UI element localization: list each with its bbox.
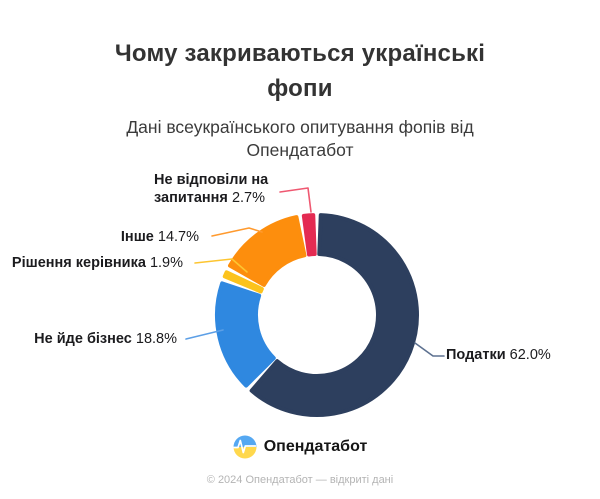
opendatabot-logo-icon (233, 435, 257, 459)
slice-label-name: Рішення керівника (11, 255, 146, 271)
donut-segment-podatky[interactable] (249, 213, 419, 417)
slice-label-value: 14.7% (157, 229, 199, 245)
page-subtitle-line-2: Опендатабот (246, 139, 354, 160)
logo-link[interactable]: Опендатабот (0, 433, 600, 461)
slice-label-ne-yde-biznes: Не йде бізнес 18.8% (34, 331, 177, 349)
donut-segment-ne-yde-biznes[interactable] (215, 281, 276, 388)
slice-label-name: запитання (154, 189, 228, 206)
leader-line-inshe (211, 227, 263, 237)
slice-label-value: 18.8% (135, 331, 177, 347)
donut-segments (215, 213, 419, 417)
slice-label-value: 2.7% (231, 189, 265, 206)
page-title-line-2: фопи (267, 75, 333, 103)
slice-label-inshe: Інше 14.7% (121, 229, 199, 247)
logo-text: Опендатабот (263, 438, 368, 455)
slice-label-name: Податки (446, 347, 506, 363)
slice-label-podatky: Податки 62.0% (446, 347, 551, 365)
slice-label-name: Інше (120, 229, 154, 245)
leader-line-ne-vidpovily (279, 187, 312, 213)
page-subtitle: Дані всеукраїнського опитування фопів ві… (0, 116, 600, 162)
leader-line-rishennia-kerivnyka (194, 258, 248, 273)
slice-label-value: 1.9% (149, 255, 183, 271)
page-title: Чому закриваються українські фопи (0, 36, 600, 106)
page-title-line-1: Чому закриваються українські (114, 40, 486, 68)
leader-line-ne-yde-biznes (185, 329, 224, 340)
slice-label-value: 62.0% (509, 347, 551, 363)
slice-label-name: Не йде бізнес (34, 331, 132, 347)
slice-label-name: Не відповіли на (154, 172, 269, 188)
footer-copyright: © 2024 Опендатабот — відкриті дані (206, 474, 394, 486)
slice-label-ne-vidpovily: Не відповіли на запитання 2.7% (154, 172, 304, 207)
slice-label-rishennia-kerivnyka: Рішення керівника 1.9% (12, 255, 183, 273)
page-subtitle-line-1: Дані всеукраїнського опитування фопів ві… (126, 116, 474, 137)
donut-segment-rishennia-kerivnyka[interactable] (222, 270, 264, 294)
leader-line-podatky (414, 342, 445, 357)
donut-segment-inshe[interactable] (228, 215, 307, 287)
donut-segment-ne-vidpovily[interactable] (301, 213, 317, 257)
